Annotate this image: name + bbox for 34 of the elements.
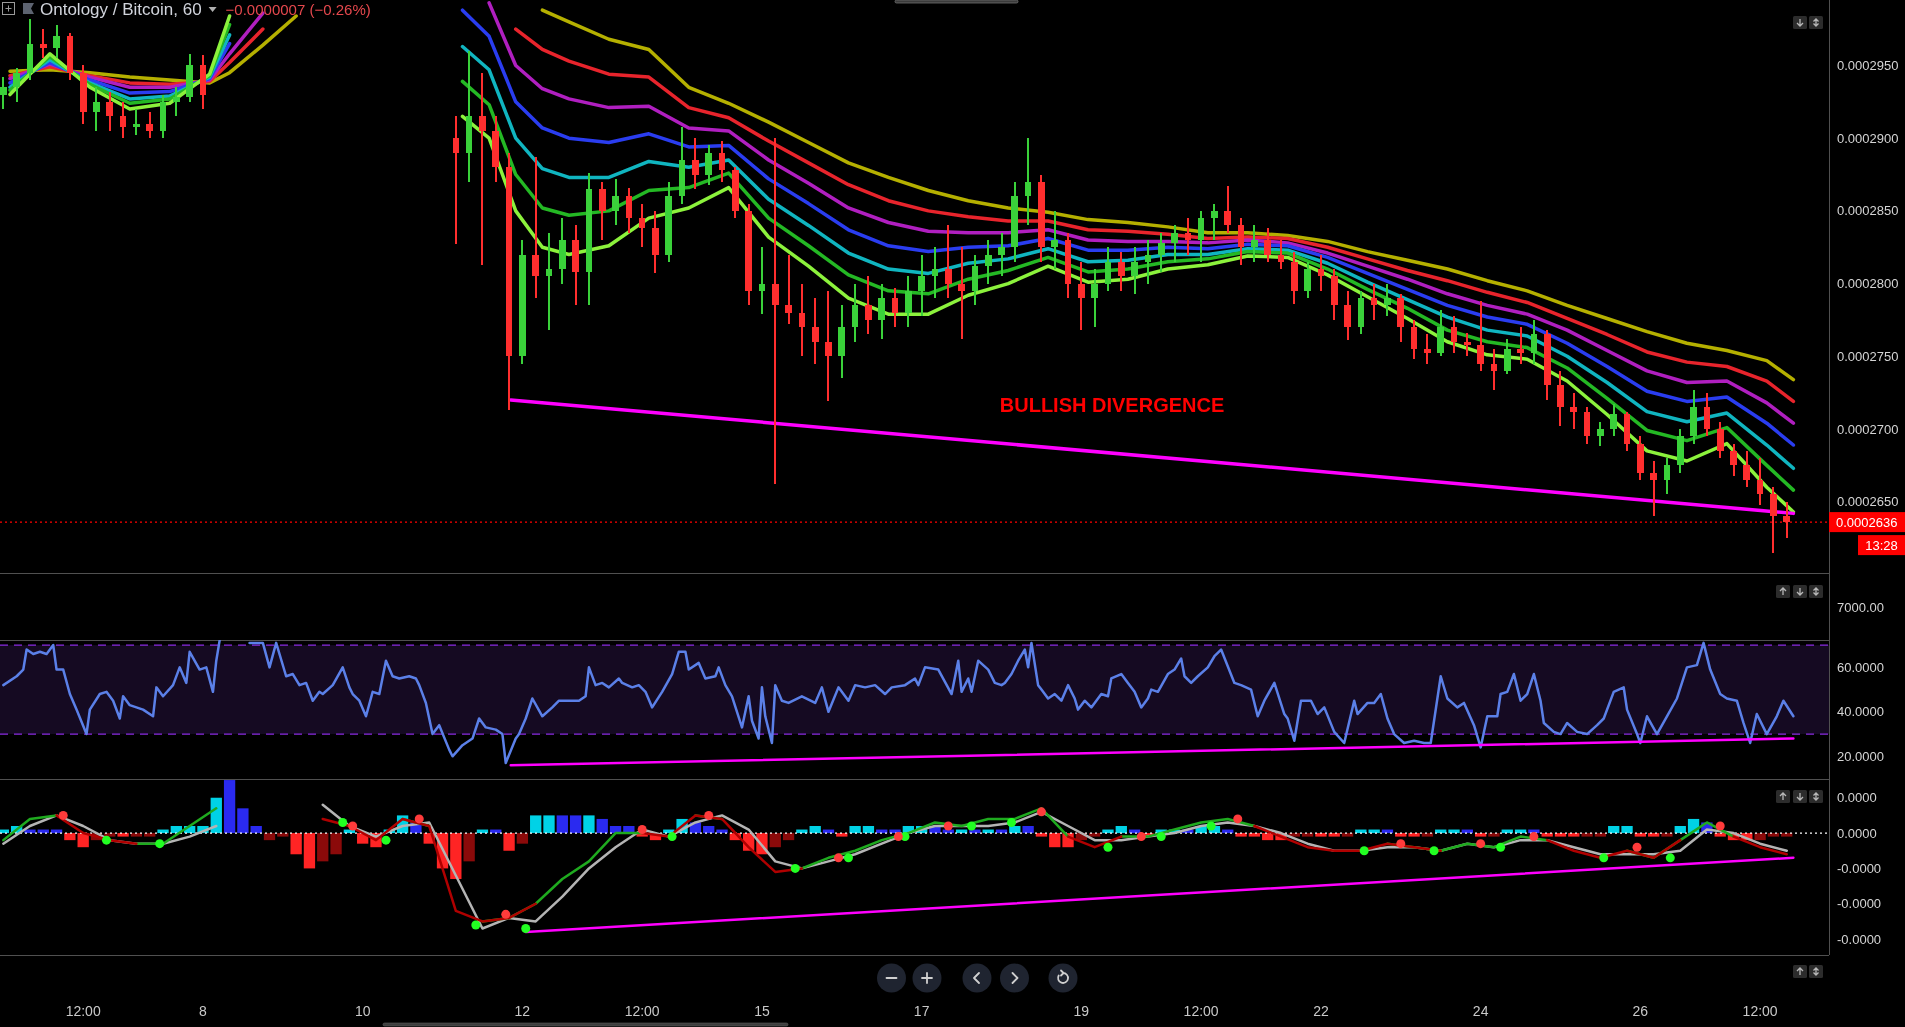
y-tick-label: -0.0000: [1837, 860, 1882, 876]
y-tick-label: 40.0000: [1837, 704, 1884, 720]
y-tick-label: 20.0000: [1837, 748, 1884, 764]
y-tick-label: 0.0002900: [1837, 130, 1899, 146]
y-tick-label: 0.0002700: [1837, 421, 1899, 437]
text: 13:28: [1865, 537, 1898, 553]
x-tick-label: 24: [1472, 1003, 1489, 1019]
y-tick-label: 0.0002650: [1837, 494, 1899, 510]
x-tick-label: 12:00: [1742, 1003, 1778, 1019]
chart-subtitle: −0.0000007 (−0.26%): [225, 1, 371, 18]
y-tick-label: 0.0002750: [1837, 348, 1899, 364]
y-tick-label: 0.0002850: [1837, 203, 1899, 219]
x-tick-label: 12:00: [1183, 1003, 1219, 1019]
x-tick-label: 15: [754, 1003, 770, 1019]
y-tick-label: 60.0000: [1837, 659, 1884, 675]
x-tick-label: 10: [354, 1003, 371, 1019]
y-tick-label: -0.0000: [1837, 931, 1882, 947]
x-tick-label: 12: [514, 1003, 531, 1019]
annotation: BULLISH DIVERGENCE: [999, 393, 1225, 416]
y-tick-label: 0.0000: [1837, 790, 1877, 806]
ref-line-label: 0.0002636: [1836, 514, 1898, 530]
chart-title: Ontology / Bitcoin, 60: [40, 0, 202, 19]
y-tick-label: 0.0000: [1837, 825, 1877, 841]
x-tick-label: 12:00: [624, 1003, 660, 1019]
text: 7000.00: [1837, 599, 1884, 614]
y-tick-label: 0.0002800: [1837, 276, 1899, 292]
x-tick-label: 19: [1073, 1003, 1090, 1019]
y-tick-label: 0.0002950: [1837, 57, 1899, 73]
x-tick-label: 12:00: [65, 1003, 101, 1019]
y-tick-label: -0.0000: [1837, 896, 1882, 912]
x-tick-label: 22: [1313, 1003, 1329, 1019]
x-tick-label: 26: [1632, 1003, 1649, 1019]
x-tick-label: 8: [199, 1003, 208, 1019]
x-tick-label: 17: [913, 1003, 930, 1019]
